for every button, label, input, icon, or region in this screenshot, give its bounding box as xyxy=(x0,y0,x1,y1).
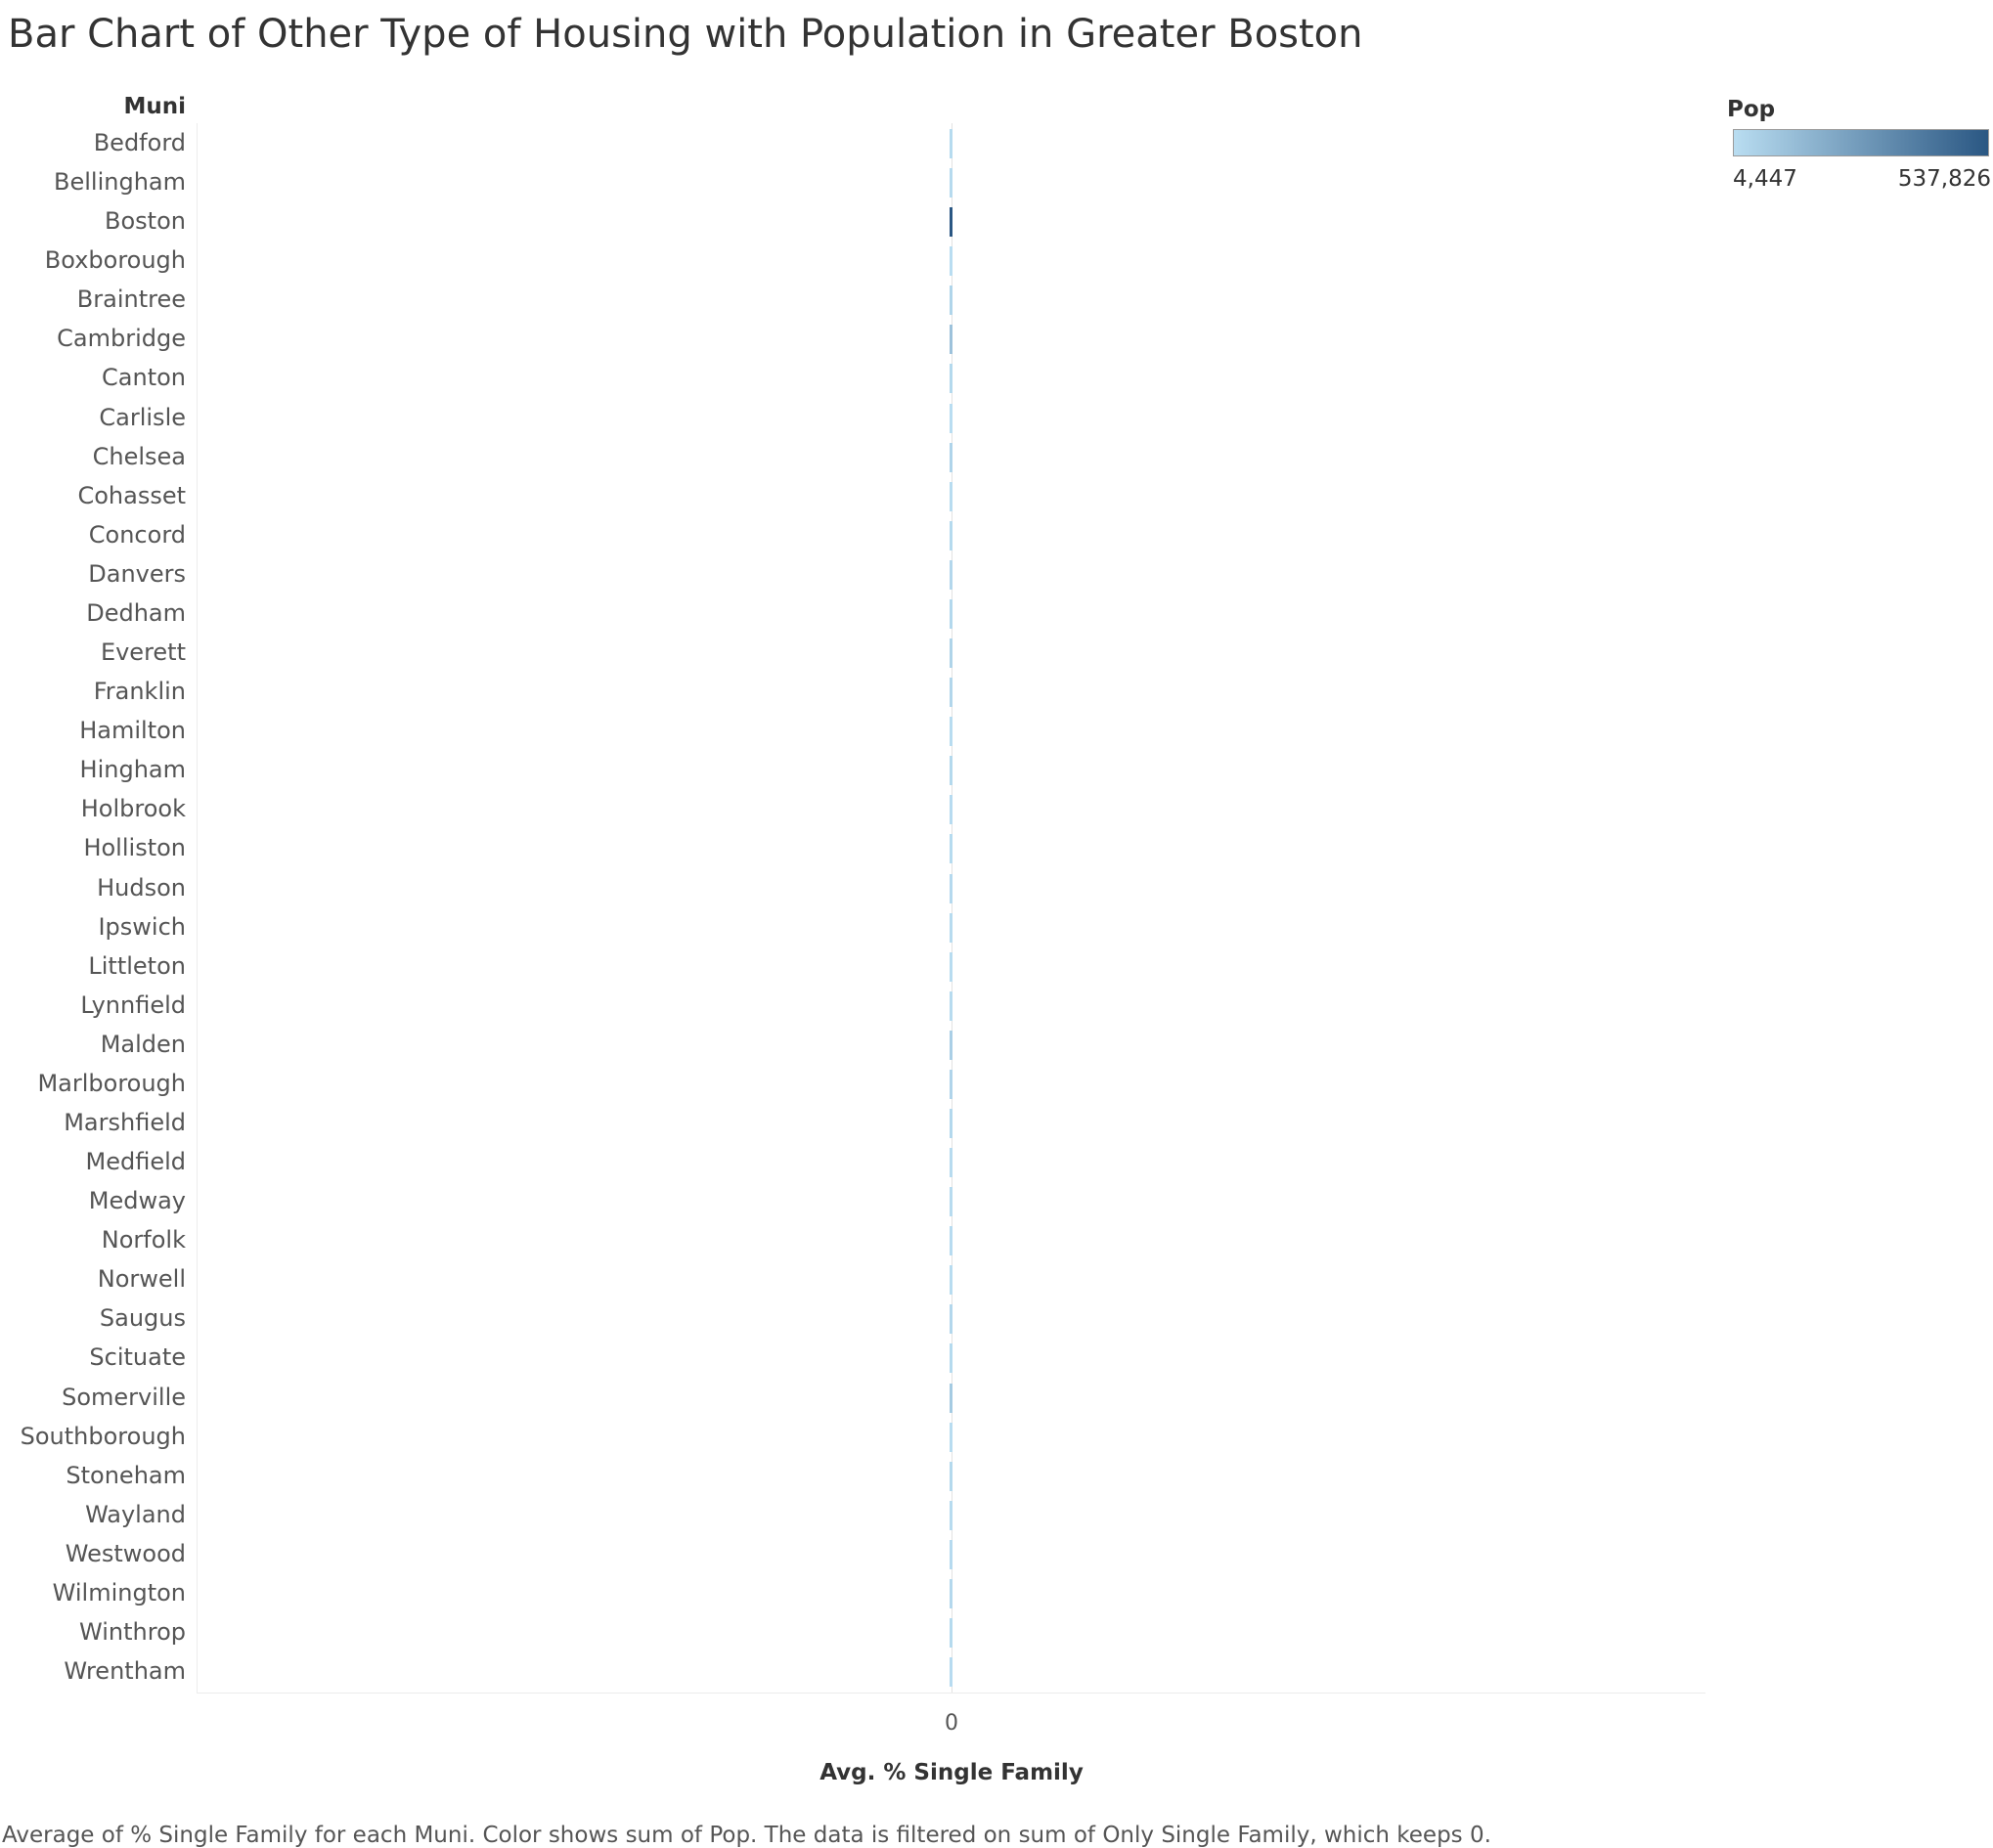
category-label: Cambridge xyxy=(57,325,186,353)
bar[interactable] xyxy=(950,1343,952,1374)
bar[interactable] xyxy=(950,1148,952,1178)
category-label: Ipswich xyxy=(98,912,186,941)
bar[interactable] xyxy=(950,756,952,786)
bar[interactable] xyxy=(950,1304,952,1335)
bar[interactable] xyxy=(950,1187,952,1217)
category-label: Saugus xyxy=(99,1304,186,1333)
category-label: Wilmington xyxy=(52,1578,186,1606)
category-label: Boston xyxy=(105,207,186,236)
bar[interactable] xyxy=(950,1030,952,1060)
x-axis-title: Avg. % Single Family xyxy=(819,1760,1084,1785)
category-label: Holbrook xyxy=(80,795,186,823)
category-label: Carlisle xyxy=(99,403,186,431)
legend-min-label: 4,447 xyxy=(1733,166,1797,192)
bar[interactable] xyxy=(950,795,952,825)
bar[interactable] xyxy=(950,598,952,629)
x-tick-label: 0 xyxy=(945,1711,958,1736)
category-label: Chelsea xyxy=(92,442,186,470)
category-label: Somerville xyxy=(62,1383,186,1411)
category-label: Medfield xyxy=(85,1148,187,1176)
bar[interactable] xyxy=(950,678,952,708)
category-label: Medway xyxy=(88,1187,186,1215)
category-label: Southborough xyxy=(20,1422,186,1450)
bar[interactable] xyxy=(950,1461,952,1491)
bar[interactable] xyxy=(950,1383,952,1413)
legend-max-label: 537,826 xyxy=(1897,166,1991,192)
category-label: Lynnfield xyxy=(80,990,186,1019)
category-label: Marshfield xyxy=(64,1109,186,1136)
category-label: Littleton xyxy=(88,951,186,980)
bar[interactable] xyxy=(950,1500,952,1530)
category-label: Concord xyxy=(88,520,186,549)
category-label: Norfolk xyxy=(101,1226,186,1254)
chart-caption: Average of % Single Family for each Muni… xyxy=(2,1823,1491,1848)
bar[interactable] xyxy=(950,246,952,277)
bar[interactable] xyxy=(950,1265,952,1296)
bar[interactable] xyxy=(950,1578,952,1608)
category-label: Winthrop xyxy=(79,1618,186,1647)
category-label: Cohasset xyxy=(77,481,186,509)
category-label: Stoneham xyxy=(66,1461,186,1489)
bar[interactable] xyxy=(950,717,952,747)
bar[interactable] xyxy=(950,481,952,511)
category-label: Canton xyxy=(102,364,186,392)
category-label: Malden xyxy=(100,1030,186,1058)
bar[interactable] xyxy=(950,364,952,394)
category-label: Norwell xyxy=(97,1265,186,1294)
legend-title: Pop xyxy=(1727,97,1776,122)
category-label: Hingham xyxy=(79,756,186,784)
bar[interactable] xyxy=(950,325,952,355)
category-label: Bellingham xyxy=(54,168,186,197)
category-label: Hamilton xyxy=(79,717,186,745)
category-axis-header: Muni xyxy=(123,94,186,119)
bar[interactable] xyxy=(950,990,952,1021)
category-label: Wayland xyxy=(85,1500,186,1528)
category-label: Franklin xyxy=(93,678,186,706)
category-label: Bedford xyxy=(93,129,186,156)
bar[interactable] xyxy=(950,1618,952,1649)
bar[interactable] xyxy=(950,1069,952,1099)
chart-title: Bar Chart of Other Type of Housing with … xyxy=(8,12,1363,57)
category-label: Hudson xyxy=(97,873,186,902)
category-label: Everett xyxy=(100,638,186,667)
bar[interactable] xyxy=(950,286,952,316)
category-label: Westwood xyxy=(65,1539,186,1567)
bar[interactable] xyxy=(950,442,952,472)
bar[interactable] xyxy=(950,168,952,198)
bar[interactable] xyxy=(950,129,952,158)
bar[interactable] xyxy=(950,951,952,982)
category-label: Danvers xyxy=(88,559,186,588)
category-label: Wrentham xyxy=(64,1657,186,1686)
bar[interactable] xyxy=(950,1109,952,1138)
plot-area xyxy=(197,123,1705,1694)
bar[interactable] xyxy=(950,1422,952,1452)
bar[interactable] xyxy=(950,638,952,669)
category-label: Dedham xyxy=(86,598,186,627)
category-label: Scituate xyxy=(89,1343,186,1372)
bar[interactable] xyxy=(950,1226,952,1256)
bar[interactable] xyxy=(950,559,952,590)
bar[interactable] xyxy=(950,403,952,433)
category-label: Braintree xyxy=(76,286,186,314)
bar[interactable] xyxy=(950,1539,952,1569)
bar[interactable] xyxy=(950,873,952,903)
category-label: Holliston xyxy=(83,834,186,862)
bar[interactable] xyxy=(950,207,952,238)
bar[interactable] xyxy=(950,912,952,943)
category-label: Boxborough xyxy=(44,246,186,275)
bar[interactable] xyxy=(950,520,952,550)
bar[interactable] xyxy=(950,1657,952,1688)
category-label: Marlborough xyxy=(37,1069,186,1097)
bar[interactable] xyxy=(950,834,952,864)
legend-color-ramp[interactable] xyxy=(1733,129,1989,156)
